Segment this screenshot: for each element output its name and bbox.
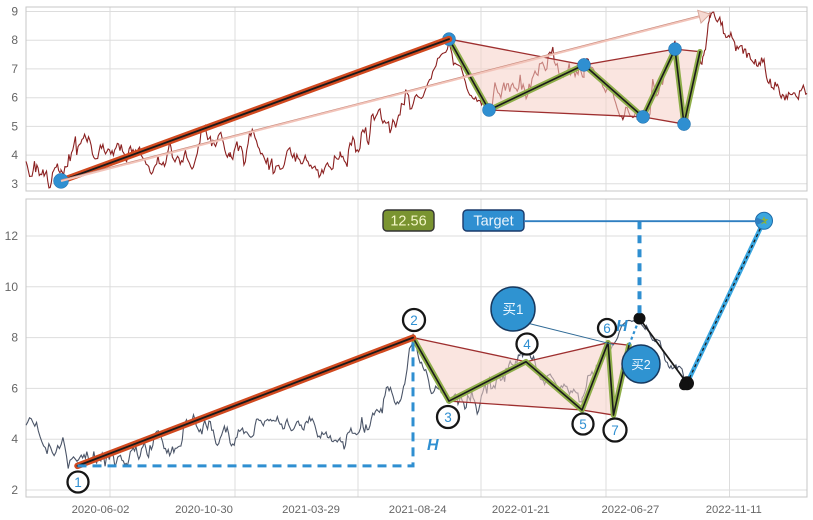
svg-text:2022-11-11: 2022-11-11 [706, 504, 762, 516]
svg-text:8: 8 [11, 331, 18, 345]
svg-text:6: 6 [603, 321, 611, 336]
svg-text:12.56: 12.56 [390, 214, 426, 230]
svg-text:H: H [616, 318, 628, 335]
svg-text:2021-03-29: 2021-03-29 [282, 504, 340, 516]
svg-text:7: 7 [11, 62, 18, 76]
svg-text:5: 5 [11, 119, 18, 133]
svg-text:4: 4 [11, 148, 18, 162]
svg-text:10: 10 [5, 280, 19, 294]
svg-text:6: 6 [11, 91, 18, 105]
svg-text:2022-06-27: 2022-06-27 [602, 504, 660, 516]
svg-text:2020-06-02: 2020-06-02 [72, 504, 130, 516]
svg-text:1: 1 [74, 475, 82, 490]
svg-text:2: 2 [410, 313, 418, 328]
svg-text:2021-08-24: 2021-08-24 [389, 504, 447, 516]
svg-text:7: 7 [611, 423, 619, 438]
svg-text:Target: Target [473, 214, 513, 230]
svg-text:3: 3 [11, 177, 18, 191]
svg-text:3: 3 [444, 410, 452, 425]
svg-text:5: 5 [579, 417, 587, 432]
svg-text:2020-10-30: 2020-10-30 [175, 504, 233, 516]
svg-text:买2: 买2 [631, 358, 651, 372]
svg-text:6: 6 [11, 381, 18, 395]
svg-text:8: 8 [11, 33, 18, 47]
svg-text:2022-01-21: 2022-01-21 [492, 504, 550, 516]
svg-text:12: 12 [5, 229, 19, 243]
svg-text:4: 4 [11, 432, 18, 446]
svg-text:H: H [427, 437, 439, 454]
svg-text:9: 9 [11, 5, 18, 19]
svg-text:2: 2 [11, 483, 18, 497]
svg-text:4: 4 [523, 337, 531, 352]
svg-text:买1: 买1 [502, 302, 523, 317]
